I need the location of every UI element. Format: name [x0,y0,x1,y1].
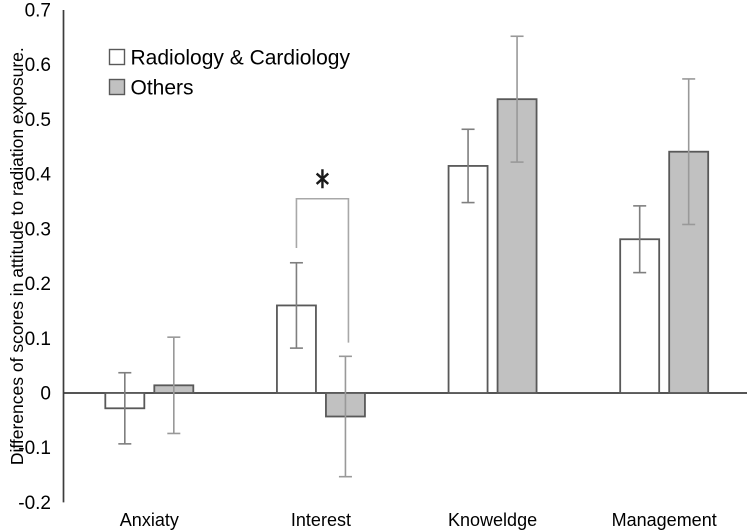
y-tick-label-0-1: 0.1 [25,329,51,350]
x-category-label-interest: Interest [291,510,351,530]
error-bar-others-knoweldge [510,35,524,163]
y-tick-label-0-2: 0.2 [25,274,51,295]
error-bar-others-management [682,78,696,226]
y-tick-label-0-2: -0.2 [18,493,51,514]
legend-item-others: Others [108,77,194,100]
y-tick-label-0-6: 0.6 [25,55,51,76]
significance-asterisk-icon [315,169,330,189]
x-category-label-management: Management [612,510,717,530]
error-bar-radiology-cardiology-knoweldge [461,128,475,204]
y-tick-label-0-3: 0.3 [25,219,51,240]
legend-label-radiology-cardiology: Radiology & Cardiology [131,47,351,70]
x-category-label-knoweldge: Knoweldge [448,510,537,530]
error-bar-radiology-cardiology-anxiaty [118,371,132,445]
legend: Radiology & Cardiology Others [108,47,351,100]
significance-bracket [295,197,350,343]
legend-label-others: Others [131,77,194,100]
error-bar-radiology-cardiology-management [633,205,647,274]
legend-swatch-radiology-cardiology-icon [108,48,126,66]
y-tick-label-0-7: 0.7 [25,1,51,22]
y-tick-label-0-4: 0.4 [25,165,52,186]
error-bar-others-interest [338,355,352,478]
y-tick-label-0-5: 0.5 [25,110,51,131]
error-bar-others-anxiaty [167,336,181,435]
legend-swatch-others-icon [108,78,126,96]
y-tick-label-0: 0 [40,383,51,404]
x-category-label-anxiaty: Anxiaty [120,510,179,530]
error-bar-radiology-cardiology-interest [289,261,303,349]
legend-item-radiology-cardiology: Radiology & Cardiology [108,47,351,70]
asterisk-spoke-diag2 [315,172,330,185]
y-axis-title: Differences of scores in attitude to rad… [7,47,27,465]
bar-radiology-cardiology-knoweldge [447,165,489,394]
y-tick-label-0-1: -0.1 [18,438,51,459]
